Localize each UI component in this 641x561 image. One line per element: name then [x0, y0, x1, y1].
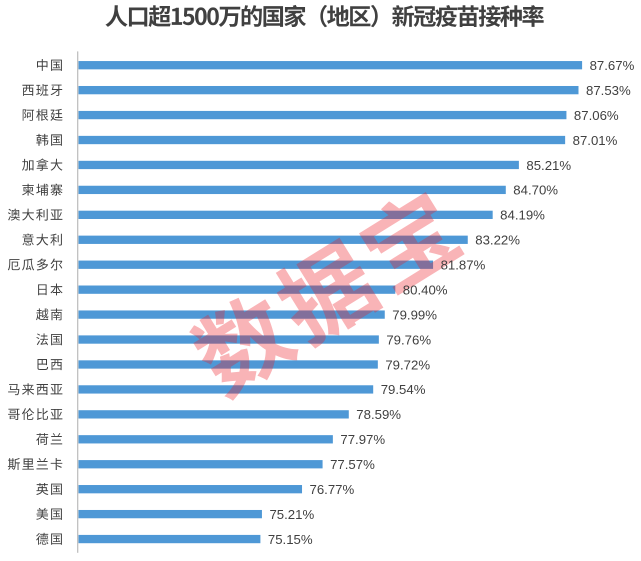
- svg-text:78.59%: 78.59%: [356, 407, 401, 422]
- svg-text:79.72%: 79.72%: [385, 357, 430, 372]
- svg-text:87.06%: 87.06%: [574, 108, 619, 123]
- svg-text:87.53%: 87.53%: [586, 83, 631, 98]
- svg-text:84.19%: 84.19%: [500, 208, 545, 223]
- svg-text:75.15%: 75.15%: [268, 532, 313, 547]
- svg-text:79.76%: 79.76%: [386, 332, 431, 347]
- svg-text:84.70%: 84.70%: [513, 183, 558, 198]
- svg-text:81.87%: 81.87%: [441, 258, 486, 273]
- svg-text:77.97%: 77.97%: [340, 432, 385, 447]
- svg-text:87.67%: 87.67%: [590, 58, 635, 73]
- svg-text:75.21%: 75.21%: [269, 507, 314, 522]
- svg-text:85.21%: 85.21%: [526, 158, 571, 173]
- svg-text:80.40%: 80.40%: [403, 282, 448, 297]
- svg-text:76.77%: 76.77%: [310, 482, 355, 497]
- svg-text:77.57%: 77.57%: [330, 457, 375, 472]
- svg-text:79.54%: 79.54%: [381, 382, 426, 397]
- svg-text:79.99%: 79.99%: [392, 307, 437, 322]
- svg-text:87.01%: 87.01%: [573, 133, 618, 148]
- svg-text:83.22%: 83.22%: [475, 233, 520, 248]
